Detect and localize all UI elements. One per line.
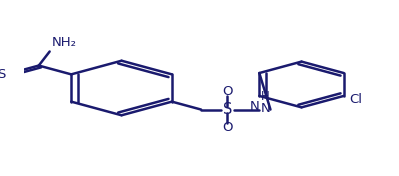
Text: Cl: Cl	[350, 93, 362, 106]
Text: N: N	[261, 102, 271, 115]
Text: H: H	[261, 90, 270, 103]
Text: N: N	[250, 100, 260, 113]
Text: S: S	[223, 102, 232, 117]
Text: NH₂: NH₂	[51, 36, 77, 49]
Text: O: O	[222, 85, 233, 98]
Text: O: O	[222, 121, 233, 134]
Text: S: S	[0, 68, 5, 81]
